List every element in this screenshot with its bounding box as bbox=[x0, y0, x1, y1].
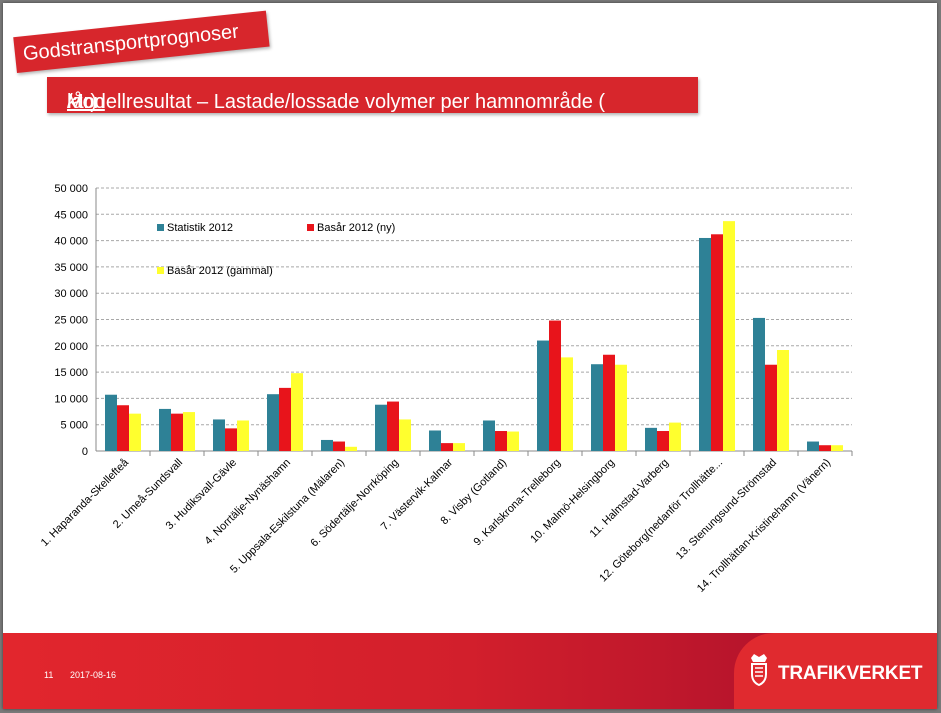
bar-gammal bbox=[183, 412, 195, 451]
legend-label-statistik: Statistik 2012 bbox=[167, 222, 234, 234]
legend-swatch-gammal bbox=[157, 267, 164, 274]
y-tick-label: 45 000 bbox=[54, 209, 88, 221]
bar-ny bbox=[441, 443, 453, 451]
legend-swatch-statistik bbox=[157, 224, 164, 231]
bar-ny bbox=[171, 413, 183, 451]
bar-gammal bbox=[723, 221, 735, 451]
bar-ny bbox=[495, 431, 507, 451]
legend-label-gammal: Basår 2012 (gammal) bbox=[167, 265, 273, 277]
x-tick-label: 1. Haparanda-Skellefteå bbox=[39, 456, 132, 549]
bar-ny bbox=[603, 354, 615, 451]
legend-label-ny: Basår 2012 (ny) bbox=[317, 222, 396, 234]
y-tick-label: 0 bbox=[82, 446, 88, 458]
slide: Godstransportprognoser Modellresultat – … bbox=[3, 3, 937, 709]
legend-item-gammal: Basår 2012 (gammal) bbox=[157, 265, 273, 277]
x-tick-label: 6. Södertälje-Norrköping bbox=[308, 457, 401, 550]
bar-ny bbox=[333, 441, 345, 451]
y-tick-label: 40 000 bbox=[54, 236, 88, 248]
slide-title-kton: kton bbox=[67, 91, 105, 113]
page-number: 11 bbox=[44, 670, 54, 680]
bar-ny bbox=[117, 405, 129, 451]
x-tick-label: 13. Stenungsund-Strömstad bbox=[674, 457, 779, 562]
bar-statistik bbox=[645, 427, 657, 451]
legend-item-statistik: Statistik 2012 bbox=[157, 222, 233, 234]
bar-statistik bbox=[753, 317, 765, 451]
y-tick-label: 10 000 bbox=[54, 393, 88, 405]
y-tick-label: 50 000 bbox=[54, 183, 88, 195]
bar-statistik bbox=[321, 439, 333, 451]
x-tick-label: 9. Karlskrona-Trelleborg bbox=[471, 457, 563, 549]
bar-statistik bbox=[105, 394, 117, 451]
bar-ny bbox=[549, 320, 561, 451]
x-tick-label: 5. Uppsala-Eskilstuna (Mälaren) bbox=[228, 457, 347, 576]
bar-gammal bbox=[237, 420, 249, 451]
bar-gammal bbox=[669, 422, 681, 451]
y-tick-label: 25 000 bbox=[54, 315, 88, 327]
bar-gammal bbox=[291, 373, 303, 451]
y-tick-label: 5 000 bbox=[60, 420, 88, 432]
legend-swatch-ny bbox=[307, 224, 314, 231]
bar-statistik bbox=[429, 430, 441, 451]
bar-gammal bbox=[615, 364, 627, 451]
bar-statistik bbox=[159, 408, 171, 451]
bar-gammal bbox=[561, 357, 573, 451]
bar-ny bbox=[711, 234, 723, 451]
bar-ny bbox=[657, 431, 669, 451]
y-tick-label: 35 000 bbox=[54, 262, 88, 274]
bar-statistik bbox=[267, 394, 279, 451]
bar-gammal bbox=[129, 413, 141, 451]
bar-statistik bbox=[483, 420, 495, 451]
bar-ny bbox=[765, 364, 777, 451]
legend-item-ny: Basår 2012 (ny) bbox=[307, 222, 395, 234]
slide-title-text: Modellresultat – Lastade/lossade volymer… bbox=[67, 91, 606, 113]
bar-ny bbox=[279, 387, 291, 451]
brand-logo: TRAFIKVERKET bbox=[734, 633, 937, 709]
bar-ny bbox=[819, 445, 831, 451]
bar-ny bbox=[225, 428, 237, 451]
brand-name: TRAFIKVERKET bbox=[778, 663, 923, 684]
slide-title: Modellresultat – Lastade/lossade volymer… bbox=[47, 77, 698, 113]
bar-statistik bbox=[591, 364, 603, 451]
slide-date: 2017-08-16 bbox=[70, 670, 117, 680]
bar-statistik bbox=[807, 441, 819, 451]
bar-gammal bbox=[399, 419, 411, 451]
bar-gammal bbox=[777, 350, 789, 451]
bar-statistik bbox=[537, 340, 549, 451]
bar-gammal bbox=[507, 431, 519, 451]
crown-shield-icon bbox=[751, 654, 767, 686]
bar-gammal bbox=[453, 443, 465, 451]
bar-statistik bbox=[699, 237, 711, 451]
bar-ny bbox=[387, 401, 399, 451]
bar-statistik bbox=[375, 404, 387, 451]
footer: 11 2017-08-16 TRAFIKVERKET bbox=[3, 633, 937, 709]
slide-title-unit: /år) bbox=[67, 91, 97, 113]
bar-gammal bbox=[345, 446, 357, 451]
bar-chart: 0 5 000 10 000 15 000 20 000 25 000 30 000 35 0… bbox=[39, 183, 853, 595]
y-tick-label: 20 000 bbox=[54, 341, 88, 353]
bar-statistik bbox=[213, 419, 225, 451]
y-tick-label: 15 000 bbox=[54, 367, 88, 379]
bar-gammal bbox=[831, 445, 843, 451]
y-tick-label: 30 000 bbox=[54, 288, 88, 300]
